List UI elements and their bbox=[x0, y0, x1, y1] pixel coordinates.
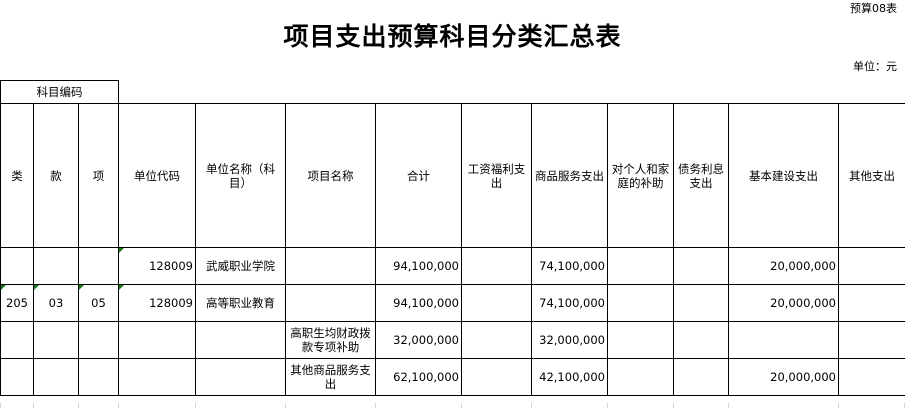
column-header-capital-construction: 基本建设支出 bbox=[728, 103, 839, 248]
cell-lei bbox=[0, 247, 34, 285]
table-header-row: 类 款 项 单位代码 单位名称（科目） 项目名称 合计 工资福利支出 商品服务支… bbox=[0, 103, 905, 248]
cell-debt-interest bbox=[673, 358, 729, 396]
table-group-header-row: 科目编码 bbox=[0, 80, 905, 104]
budget-summary-table: 科目编码 类 款 项 单位代码 单位名称（科目） 项目名称 合计 工资福利支出 … bbox=[0, 80, 905, 396]
cell-capital-construction bbox=[728, 321, 839, 359]
column-header-total: 合计 bbox=[375, 103, 462, 248]
cell-unit-code: 128009 bbox=[118, 284, 196, 322]
cell-total: 62,100,000 bbox=[375, 358, 462, 396]
cell-unit-name bbox=[195, 358, 286, 396]
cell-lei: 205 bbox=[0, 284, 34, 322]
cell-other bbox=[838, 247, 905, 285]
cell-salary-welfare bbox=[461, 358, 532, 396]
column-header-salary-welfare: 工资福利支出 bbox=[461, 103, 532, 248]
cell-xiang bbox=[78, 247, 119, 285]
page-title: 项目支出预算科目分类汇总表 bbox=[283, 22, 622, 51]
sheet-gridlines bbox=[0, 403, 905, 408]
cell-total: 94,100,000 bbox=[375, 247, 462, 285]
cell-capital-construction: 20,000,000 bbox=[728, 247, 839, 285]
cell-other bbox=[838, 284, 905, 322]
table-row: 205 03 05 128009 高等职业教育 94,100,000 74,10… bbox=[0, 284, 905, 322]
column-header-xiang: 项 bbox=[78, 103, 119, 248]
cell-capital-construction: 20,000,000 bbox=[728, 358, 839, 396]
cell-unit-name: 武威职业学院 bbox=[195, 247, 286, 285]
column-header-unit-name: 单位名称（科目） bbox=[195, 103, 286, 248]
cell-kuan bbox=[33, 358, 79, 396]
column-header-lei: 类 bbox=[0, 103, 34, 248]
cell-goods-services: 74,100,000 bbox=[531, 284, 608, 322]
cell-project-name: 高职生均财政拨款专项补助 bbox=[285, 321, 376, 359]
column-header-unit-code: 单位代码 bbox=[118, 103, 196, 248]
column-header-debt-interest: 债务利息支出 bbox=[673, 103, 729, 248]
unit-note-label: 单位：元 bbox=[853, 60, 897, 73]
cell-kuan bbox=[33, 247, 79, 285]
column-header-other: 其他支出 bbox=[838, 103, 905, 248]
cell-lei bbox=[0, 321, 34, 359]
cell-xiang bbox=[78, 358, 119, 396]
cell-xiang: 05 bbox=[78, 284, 119, 322]
cell-lei bbox=[0, 358, 34, 396]
cell-total: 32,000,000 bbox=[375, 321, 462, 359]
cell-project-name bbox=[285, 247, 376, 285]
cell-capital-construction: 20,000,000 bbox=[728, 284, 839, 322]
column-group-subject-code: 科目编码 bbox=[0, 80, 119, 104]
cell-debt-interest bbox=[673, 247, 729, 285]
cell-unit-name bbox=[195, 321, 286, 359]
cell-unit-code bbox=[118, 358, 196, 396]
cell-debt-interest bbox=[673, 284, 729, 322]
cell-other bbox=[838, 358, 905, 396]
cell-goods-services: 74,100,000 bbox=[531, 247, 608, 285]
cell-project-name bbox=[285, 284, 376, 322]
cell-individual-family-subsidy bbox=[607, 358, 674, 396]
cell-xiang bbox=[78, 321, 119, 359]
cell-goods-services: 42,100,000 bbox=[531, 358, 608, 396]
table-row: 高职生均财政拨款专项补助 32,000,000 32,000,000 bbox=[0, 321, 905, 359]
column-header-goods-services: 商品服务支出 bbox=[531, 103, 608, 248]
cell-goods-services: 32,000,000 bbox=[531, 321, 608, 359]
cell-debt-interest bbox=[673, 321, 729, 359]
cell-kuan bbox=[33, 321, 79, 359]
column-header-project-name: 项目名称 bbox=[285, 103, 376, 248]
cell-salary-welfare bbox=[461, 284, 532, 322]
cell-other bbox=[838, 321, 905, 359]
cell-kuan: 03 bbox=[33, 284, 79, 322]
cell-unit-code: 128009 bbox=[118, 247, 196, 285]
cell-salary-welfare bbox=[461, 321, 532, 359]
form-code-label: 预算08表 bbox=[850, 2, 897, 15]
cell-individual-family-subsidy bbox=[607, 284, 674, 322]
cell-individual-family-subsidy bbox=[607, 321, 674, 359]
column-header-individual-family-subsidy: 对个人和家庭的补助 bbox=[607, 103, 674, 248]
cell-unit-name: 高等职业教育 bbox=[195, 284, 286, 322]
cell-project-name: 其他商品服务支出 bbox=[285, 358, 376, 396]
table-row: 128009 武威职业学院 94,100,000 74,100,000 20,0… bbox=[0, 247, 905, 285]
column-header-kuan: 款 bbox=[33, 103, 79, 248]
cell-individual-family-subsidy bbox=[607, 247, 674, 285]
table-row: 其他商品服务支出 62,100,000 42,100,000 20,000,00… bbox=[0, 358, 905, 396]
cell-total: 94,100,000 bbox=[375, 284, 462, 322]
cell-unit-code bbox=[118, 321, 196, 359]
cell-salary-welfare bbox=[461, 247, 532, 285]
